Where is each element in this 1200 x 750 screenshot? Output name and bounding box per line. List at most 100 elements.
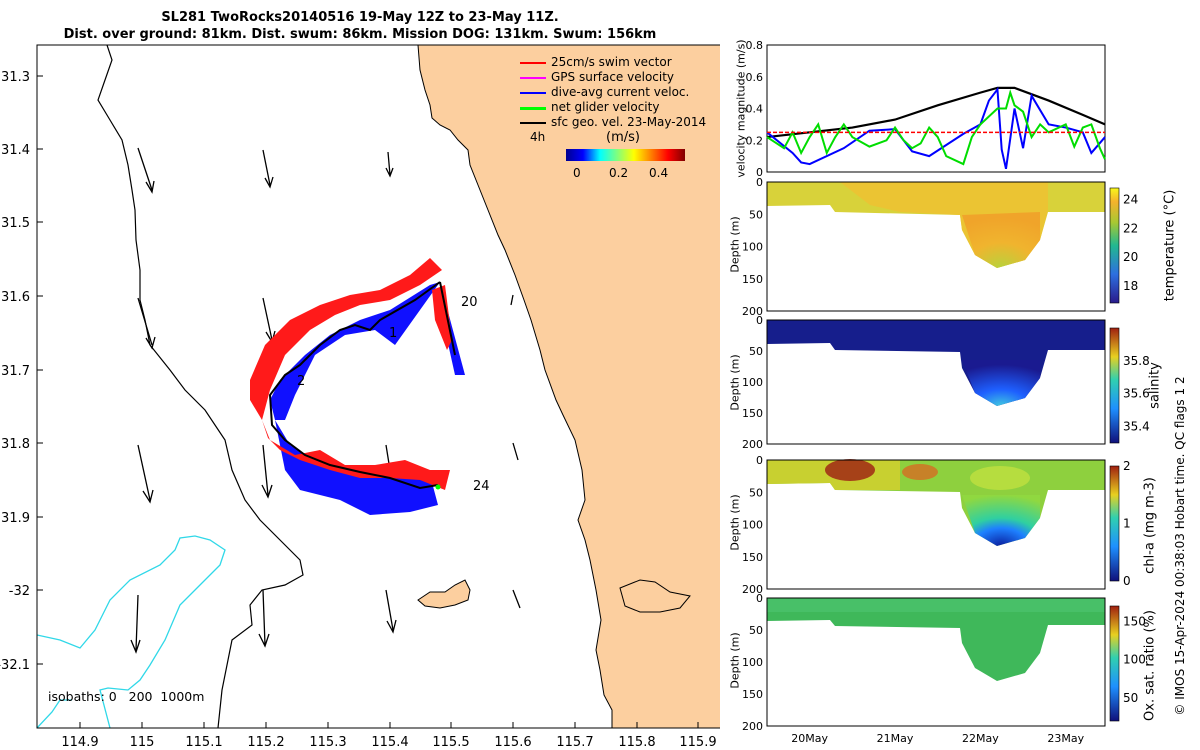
depth-tick: 0 <box>756 454 763 467</box>
lat-tick-label: 31.8 <box>1 437 30 452</box>
colorbar-tick: 2 <box>1123 459 1131 473</box>
depth-tick: 0 <box>756 314 763 327</box>
salinity-section <box>766 319 1106 445</box>
lat-tick-label: 31.6 <box>1 290 30 305</box>
lon-tick-label: 115.1 <box>185 735 222 750</box>
colorbar-tick: 35.4 <box>1123 420 1150 434</box>
depth-tick: 100 <box>742 376 763 389</box>
depth-tick: 50 <box>749 345 763 358</box>
depth-tick: 200 <box>742 583 763 596</box>
depth-ylabel: Depth (m) <box>728 632 742 689</box>
lat-tick-label: 31.5 <box>1 216 30 231</box>
depth-tick: 150 <box>742 407 763 420</box>
colorbar-tick: 0.2 <box>609 166 629 180</box>
lon-tick-label: 115.2 <box>247 735 284 750</box>
map-lon-ticks: 114.9 115 115.1 115.2 115.3 115.4 115.5 115.6 11… <box>61 735 716 750</box>
island <box>417 579 471 609</box>
depth-tick: 50 <box>749 624 763 637</box>
chl-colorbar <box>1109 465 1120 582</box>
lat-tick-label: 31.4 <box>1 143 30 158</box>
chart-title-line1: SL281 TwoRocks20140516 19-May 12Z to 23-… <box>161 10 559 25</box>
salinity-colorbar <box>1109 327 1120 444</box>
depth-tick: 100 <box>742 241 763 254</box>
colorbar-tick: 0 <box>573 166 581 180</box>
isobath-200 <box>97 45 304 728</box>
lat-tick-label: 31.3 <box>1 70 30 85</box>
temperature-section <box>766 181 1106 312</box>
chl-section <box>766 459 1106 590</box>
oxygen-section <box>766 597 1106 727</box>
colorbar-tick: 0 <box>1123 574 1131 588</box>
date-tick: 21May <box>877 732 914 745</box>
track-label: 2 <box>297 374 305 389</box>
date-ticks: 20May 21May 22May 23May <box>791 732 1084 745</box>
lon-tick-label: 114.9 <box>61 735 98 750</box>
track-label: 20 <box>461 295 478 310</box>
lat-tick-label: -32 <box>9 584 30 599</box>
lon-tick-label: 115.9 <box>679 735 716 750</box>
chart-title-line2: Dist. over ground: 81km. Dist. swum: 86k… <box>63 27 657 42</box>
velocity-y-tick: 0.4 <box>746 103 764 116</box>
temperature-colorbar <box>1109 187 1120 304</box>
track-label: 1 <box>389 326 397 341</box>
depth-tick: 200 <box>742 438 763 451</box>
depth-tick: 100 <box>742 656 763 669</box>
lon-tick-label: 115.5 <box>432 735 469 750</box>
land-mass <box>417 45 720 728</box>
legend-item: 25cm/s swim vector <box>516 55 706 70</box>
colorbar-tick: 22 <box>1123 221 1138 235</box>
lon-tick-label: 115.6 <box>494 735 531 750</box>
depth-tick: 0 <box>756 176 763 189</box>
velocity-ylabel: velocity magnitude (m/s) <box>734 39 748 178</box>
depth-tick: 200 <box>742 720 763 733</box>
velocity-y-ticks: 0 0.2 0.4 0.6 0.8 <box>746 39 764 179</box>
velocity-series-line <box>766 89 1106 166</box>
lat-tick-label: -32.1 <box>0 658 30 673</box>
depth-tick: 0 <box>756 592 763 605</box>
surface-geostrophic-vectors <box>130 147 521 654</box>
velocity-series-line <box>766 86 1106 170</box>
colorbar-tick: 20 <box>1123 250 1138 264</box>
colorbar-tick: 50 <box>1123 691 1138 705</box>
velocity-y-tick: 0.8 <box>746 39 764 52</box>
depth-tick: 200 <box>742 305 763 318</box>
salinity-cbar-label: salinity <box>1147 362 1163 409</box>
speed-colorbar <box>566 149 685 161</box>
colorbar-tick: 150 <box>1123 614 1146 628</box>
colorbar-tick: 35.8 <box>1123 354 1150 368</box>
colorbar-ticks: 18 20 22 24 35.4 35.6 35.8 0 1 2 50 100 150 <box>1123 193 1150 706</box>
velocity-y-tick: 0 <box>756 166 763 179</box>
copyright-note: © IMOS 15-Apr-2024 00:38:03 Hobart time.… <box>1173 376 1187 716</box>
lat-tick-label: 31.9 <box>1 511 30 526</box>
velocity-y-tick: 0.6 <box>746 71 764 84</box>
lon-tick-label: 115 <box>130 735 155 750</box>
depth-tick: 50 <box>749 486 763 499</box>
colorbar-tick: 24 <box>1123 193 1138 207</box>
time-label: 4h <box>530 130 546 144</box>
isobath-1000 <box>37 535 226 728</box>
depth-tick: 100 <box>742 519 763 532</box>
legend-item: GPS surface velocity <box>516 70 706 85</box>
isobath-label: isobaths: 0 200 1000m <box>48 689 204 704</box>
lat-tick-label: 31.7 <box>1 364 30 379</box>
colorbar-unit: (m/s) <box>606 130 640 145</box>
velocity-y-tick: 0.2 <box>746 134 764 147</box>
colorbar-tick: 0.4 <box>649 166 669 180</box>
chl-cbar-label: chl-a (mg m-3) <box>1142 477 1158 574</box>
colorbar-tick: 18 <box>1123 279 1138 293</box>
legend-item: net glider velocity <box>516 100 706 115</box>
depth-tick: 150 <box>742 273 763 286</box>
depth-ylabel: Depth (m) <box>728 494 742 551</box>
depth-tick: 150 <box>742 551 763 564</box>
colorbar-tick: 100 <box>1123 653 1146 667</box>
lon-tick-label: 115.4 <box>371 735 408 750</box>
track-label: 24 <box>473 479 490 494</box>
oxygen-colorbar <box>1109 605 1120 722</box>
date-tick: 22May <box>962 732 999 745</box>
depth-tick: 150 <box>742 688 763 701</box>
oxygen-cbar-label: Ox. sat. ratio (%) <box>1142 610 1158 721</box>
swim-vector-fan <box>250 258 452 490</box>
map-legend: 25cm/s swim vector GPS surface velocity … <box>516 55 706 130</box>
velocity-series-line <box>766 86 1106 139</box>
